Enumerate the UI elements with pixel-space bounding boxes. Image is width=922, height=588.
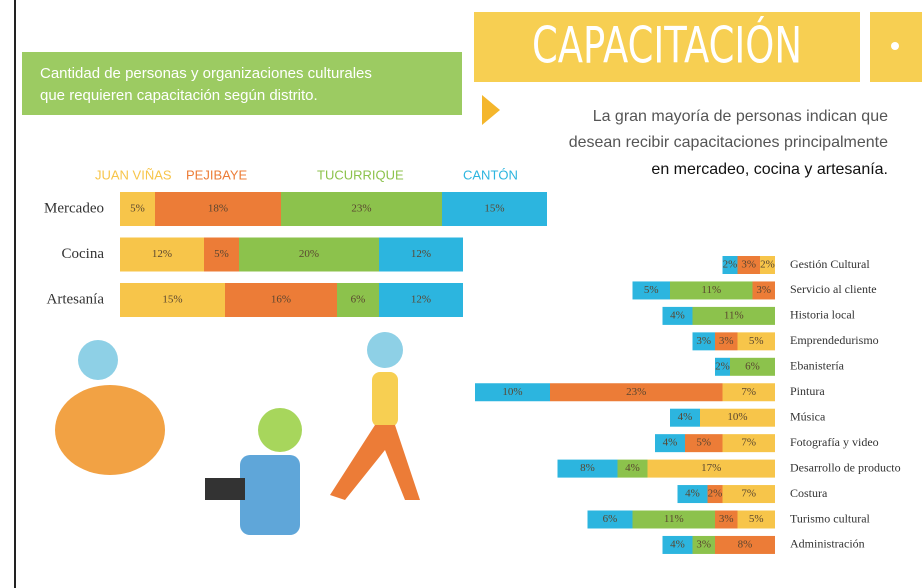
value-label: 17%: [701, 462, 721, 474]
legend-entry: CANTÓN: [463, 167, 518, 182]
value-label: 4%: [663, 437, 678, 449]
value-label: 4%: [625, 462, 640, 474]
statement: La gran mayoría de personas indican que: [593, 108, 888, 125]
value-label: 6%: [745, 360, 760, 372]
value-label: 12%: [411, 248, 431, 260]
value-label: 3%: [741, 259, 756, 271]
value-label: 4%: [670, 538, 685, 550]
category-label: Mercadeo: [44, 200, 104, 216]
value-label: 2%: [708, 488, 723, 500]
statement: en mercadeo, cocina y artesanía.: [651, 161, 888, 178]
value-label: 3%: [719, 513, 734, 525]
value-label: 3%: [696, 335, 711, 347]
category-label: Emprendedurismo: [790, 333, 879, 347]
category-label: Fotografía y video: [790, 435, 879, 449]
subtitle: que requieren capacitación según distrit…: [40, 87, 318, 104]
value-label: 8%: [580, 462, 595, 474]
value-label: 20%: [299, 248, 319, 260]
value-label: 4%: [678, 411, 693, 423]
category-label: Pintura: [790, 384, 825, 398]
value-label: 7%: [741, 386, 756, 398]
value-label: 5%: [214, 248, 229, 260]
legend-entry: PEJIBAYE: [186, 167, 248, 182]
value-label: 12%: [152, 248, 172, 260]
value-label: 16%: [271, 294, 291, 306]
infographic: Cantidad de personas y organizaciones cu…: [0, 0, 922, 588]
value-label: 10%: [727, 411, 747, 423]
value-label: 15%: [162, 294, 182, 306]
value-label: 8%: [738, 538, 753, 550]
value-label: 23%: [626, 386, 646, 398]
category-label: Música: [790, 409, 826, 423]
value-label: 5%: [130, 203, 145, 215]
title: CAPACITACIÓN: [532, 16, 802, 75]
value-label: 23%: [351, 203, 371, 215]
value-label: 2%: [723, 259, 738, 271]
illustration: [55, 332, 420, 535]
value-label: 11%: [724, 309, 744, 321]
subtitle: Cantidad de personas y organizaciones cu…: [40, 65, 372, 82]
value-label: 3%: [696, 538, 711, 550]
value-label: 11%: [701, 284, 721, 296]
legend-entry: TUCURRIQUE: [317, 167, 404, 182]
value-label: 11%: [664, 513, 684, 525]
arrow: [482, 95, 500, 125]
category-label: Gestión Cultural: [790, 257, 870, 271]
category-label: Turismo cultural: [790, 511, 871, 525]
value-label: 5%: [749, 513, 764, 525]
value-label: 2%: [715, 360, 730, 372]
category-label: Servicio al cliente: [790, 282, 877, 296]
value-label: 4%: [670, 309, 685, 321]
category-label: Cocina: [62, 246, 105, 262]
subtitle-box: [22, 52, 462, 115]
value-label: 4%: [685, 488, 700, 500]
category-label: Artesanía: [47, 291, 105, 307]
value-label: 3%: [756, 284, 771, 296]
value-label: 12%: [411, 294, 431, 306]
value-label: 5%: [696, 437, 711, 449]
category-label: Desarrollo de producto: [790, 460, 901, 474]
legend-entry: JUAN VIÑAS: [95, 167, 172, 182]
category-label: Historia local: [790, 308, 856, 322]
value-label: 7%: [741, 488, 756, 500]
value-label: 6%: [603, 513, 618, 525]
value-label: 18%: [208, 203, 228, 215]
value-label: 3%: [719, 335, 734, 347]
value-label: 7%: [741, 437, 756, 449]
value-label: 6%: [351, 294, 366, 306]
value-label: 5%: [749, 335, 764, 347]
value-label: 5%: [644, 284, 659, 296]
value-label: 15%: [484, 203, 504, 215]
accent-dot: [891, 42, 899, 50]
value-label: 2%: [760, 259, 775, 271]
category-label: Costura: [790, 486, 828, 500]
category-label: Ebanistería: [790, 359, 845, 373]
statement: desean recibir capacitaciones principalm…: [569, 134, 888, 151]
category-label: Administración: [790, 537, 865, 551]
value-label: 10%: [502, 386, 522, 398]
